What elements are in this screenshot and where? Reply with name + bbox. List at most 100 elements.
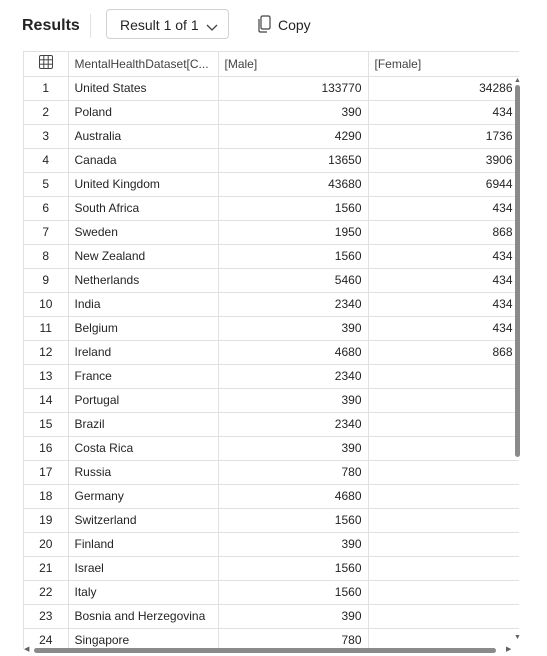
row-number[interactable]: 3: [24, 124, 69, 149]
male-cell[interactable]: 390: [218, 604, 369, 629]
male-cell[interactable]: 390: [218, 436, 369, 461]
table-row[interactable]: 11 Belgium 390 434: [24, 316, 519, 341]
male-cell[interactable]: 390: [218, 532, 369, 557]
row-number[interactable]: 1: [24, 76, 69, 101]
country-cell[interactable]: France: [68, 364, 219, 389]
vertical-scrollbar-thumb[interactable]: [515, 85, 520, 457]
male-cell[interactable]: 2340: [218, 364, 369, 389]
female-cell[interactable]: 434: [368, 316, 519, 341]
table-row[interactable]: 17 Russia 780: [24, 460, 519, 485]
table-row[interactable]: 4 Canada 13650 3906: [24, 148, 519, 173]
male-cell[interactable]: 390: [218, 316, 369, 341]
country-cell[interactable]: Brazil: [68, 412, 219, 437]
row-number[interactable]: 21: [24, 556, 69, 581]
row-number[interactable]: 16: [24, 436, 69, 461]
table-row[interactable]: 20 Finland 390: [24, 532, 519, 557]
female-cell[interactable]: [368, 556, 519, 581]
country-cell[interactable]: Australia: [68, 124, 219, 149]
male-cell[interactable]: 1560: [218, 556, 369, 581]
country-cell[interactable]: South Africa: [68, 196, 219, 221]
male-cell[interactable]: 2340: [218, 292, 369, 317]
male-cell[interactable]: 780: [218, 460, 369, 485]
row-number[interactable]: 7: [24, 220, 69, 245]
female-cell[interactable]: [368, 364, 519, 389]
table-row[interactable]: 15 Brazil 2340: [24, 412, 519, 437]
female-cell[interactable]: [368, 604, 519, 629]
column-header[interactable]: [Female]: [368, 52, 519, 77]
column-header[interactable]: MentalHealthDataset[C...: [68, 52, 219, 77]
female-cell[interactable]: [368, 388, 519, 413]
row-number[interactable]: 5: [24, 172, 69, 197]
female-cell[interactable]: [368, 484, 519, 509]
country-cell[interactable]: Finland: [68, 532, 219, 557]
row-number[interactable]: 18: [24, 484, 69, 509]
male-cell[interactable]: 1560: [218, 196, 369, 221]
country-cell[interactable]: Italy: [68, 580, 219, 605]
female-cell[interactable]: 434: [368, 292, 519, 317]
table-row[interactable]: 21 Israel 1560: [24, 556, 519, 581]
table-row[interactable]: 5 United Kingdom 43680 6944: [24, 172, 519, 197]
country-cell[interactable]: United States: [68, 76, 219, 101]
table-row[interactable]: 24 Singapore 780: [24, 628, 519, 649]
table-row[interactable]: 12 Ireland 4680 868: [24, 340, 519, 365]
results-grid[interactable]: MentalHealthDataset[C... [Male] [Female]…: [23, 51, 519, 649]
row-number[interactable]: 17: [24, 460, 69, 485]
row-number[interactable]: 24: [24, 628, 69, 649]
column-header[interactable]: [Male]: [218, 52, 369, 77]
country-cell[interactable]: Sweden: [68, 220, 219, 245]
country-cell[interactable]: Germany: [68, 484, 219, 509]
female-cell[interactable]: 3906: [368, 148, 519, 173]
scroll-down-arrow-icon[interactable]: ▼: [514, 634, 521, 641]
table-row[interactable]: 18 Germany 4680: [24, 484, 519, 509]
table-row[interactable]: 2 Poland 390 434: [24, 100, 519, 125]
row-number[interactable]: 4: [24, 148, 69, 173]
female-cell[interactable]: 34286: [368, 76, 519, 101]
male-cell[interactable]: 1560: [218, 580, 369, 605]
country-cell[interactable]: Belgium: [68, 316, 219, 341]
country-cell[interactable]: Portugal: [68, 388, 219, 413]
female-cell[interactable]: [368, 628, 519, 649]
country-cell[interactable]: United Kingdom: [68, 172, 219, 197]
male-cell[interactable]: 2340: [218, 412, 369, 437]
female-cell[interactable]: 868: [368, 220, 519, 245]
male-cell[interactable]: 1560: [218, 244, 369, 269]
select-all-cell[interactable]: [24, 52, 69, 77]
row-number[interactable]: 22: [24, 580, 69, 605]
male-cell[interactable]: 13650: [218, 148, 369, 173]
country-cell[interactable]: Russia: [68, 460, 219, 485]
table-row[interactable]: 1 United States 133770 34286: [24, 76, 519, 101]
male-cell[interactable]: 390: [218, 100, 369, 125]
female-cell[interactable]: 434: [368, 244, 519, 269]
female-cell[interactable]: 434: [368, 100, 519, 125]
table-row[interactable]: 13 France 2340: [24, 364, 519, 389]
male-cell[interactable]: 43680: [218, 172, 369, 197]
row-number[interactable]: 20: [24, 532, 69, 557]
row-number[interactable]: 10: [24, 292, 69, 317]
male-cell[interactable]: 4290: [218, 124, 369, 149]
result-selector-dropdown[interactable]: Result 1 of 1: [106, 9, 229, 39]
table-row[interactable]: 9 Netherlands 5460 434: [24, 268, 519, 293]
row-number[interactable]: 11: [24, 316, 69, 341]
female-cell[interactable]: [368, 580, 519, 605]
male-cell[interactable]: 1950: [218, 220, 369, 245]
table-row[interactable]: 6 South Africa 1560 434: [24, 196, 519, 221]
row-number[interactable]: 2: [24, 100, 69, 125]
female-cell[interactable]: [368, 436, 519, 461]
female-cell[interactable]: [368, 412, 519, 437]
row-number[interactable]: 14: [24, 388, 69, 413]
male-cell[interactable]: 1560: [218, 508, 369, 533]
country-cell[interactable]: Netherlands: [68, 268, 219, 293]
table-row[interactable]: 22 Italy 1560: [24, 580, 519, 605]
row-number[interactable]: 23: [24, 604, 69, 629]
male-cell[interactable]: 5460: [218, 268, 369, 293]
country-cell[interactable]: Switzerland: [68, 508, 219, 533]
female-cell[interactable]: 1736: [368, 124, 519, 149]
row-number[interactable]: 19: [24, 508, 69, 533]
country-cell[interactable]: Poland: [68, 100, 219, 125]
country-cell[interactable]: Ireland: [68, 340, 219, 365]
table-row[interactable]: 19 Switzerland 1560: [24, 508, 519, 533]
female-cell[interactable]: 868: [368, 340, 519, 365]
male-cell[interactable]: 4680: [218, 484, 369, 509]
country-cell[interactable]: New Zealand: [68, 244, 219, 269]
male-cell[interactable]: 133770: [218, 76, 369, 101]
